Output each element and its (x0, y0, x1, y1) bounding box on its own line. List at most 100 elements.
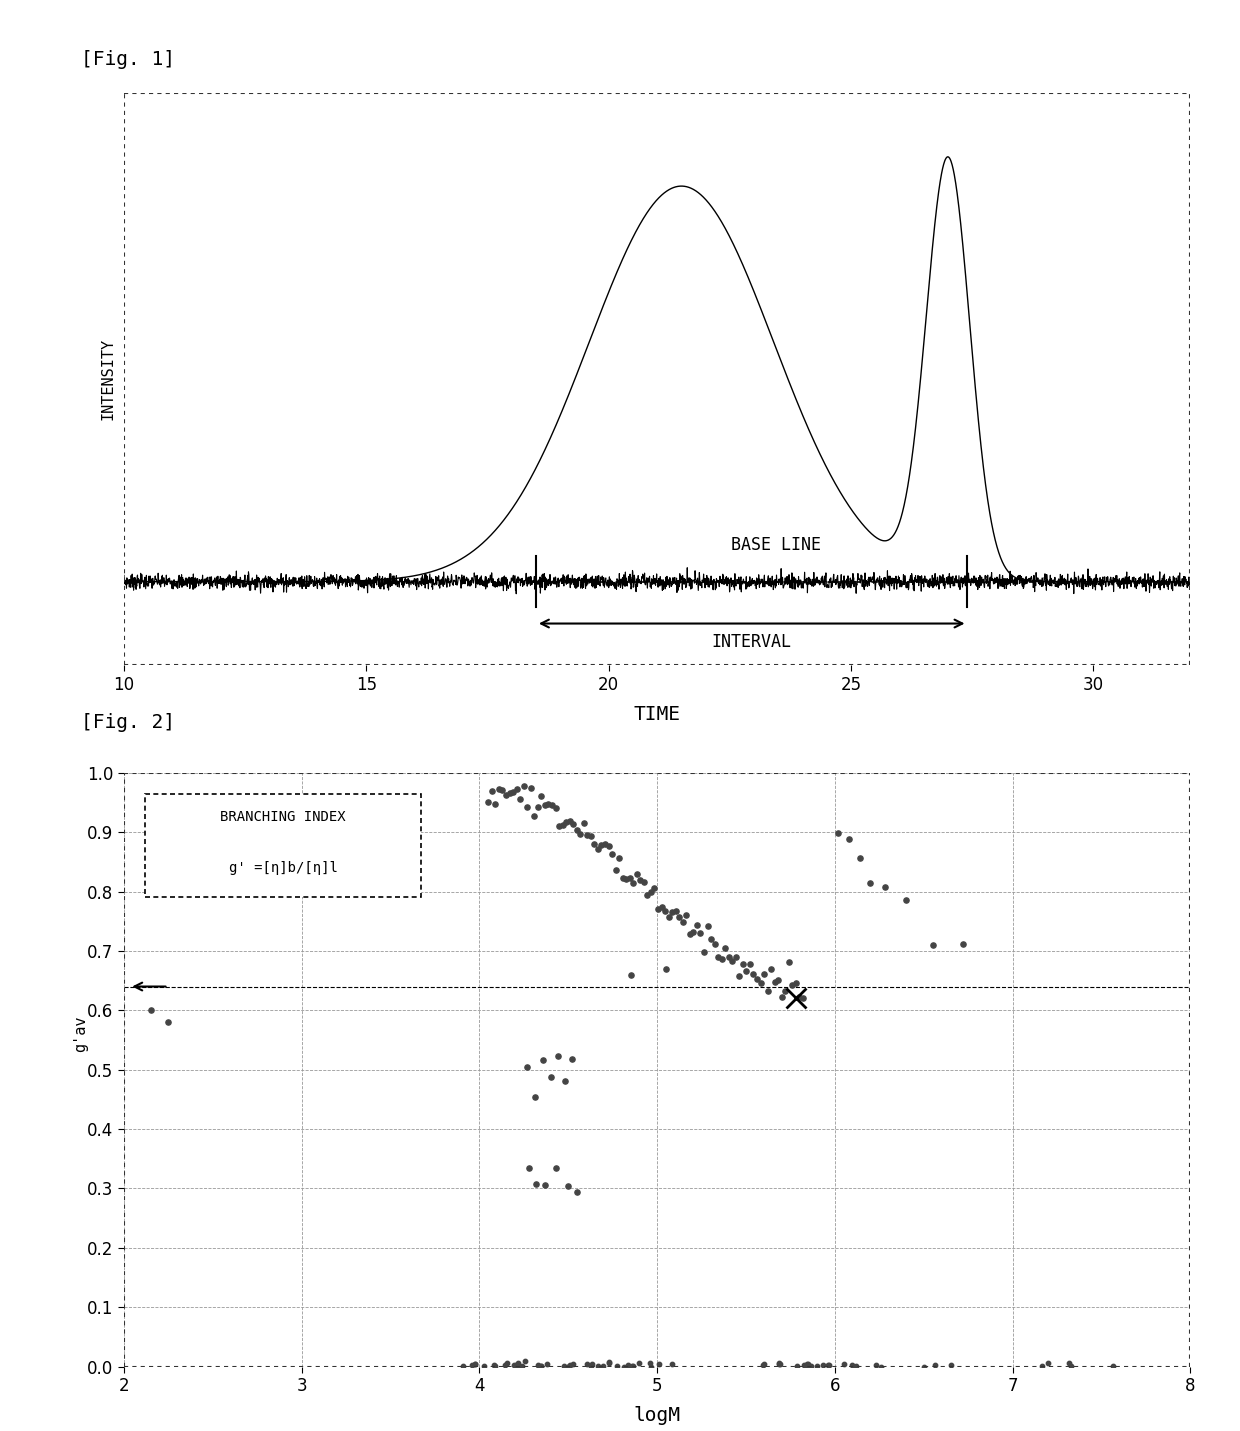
Point (737, 960, 756, 983)
Point (786, 972, 806, 995)
Point (687, 914, 707, 937)
Point (567, 819, 587, 841)
Y-axis label: INTENSITY: INTENSITY (100, 338, 115, 421)
Point (754, 1352, 774, 1375)
Point (790, 986, 810, 1009)
Point (941, 1354, 961, 1377)
Point (954, 933, 973, 956)
Point (787, 1355, 807, 1378)
Point (782, 973, 802, 996)
Point (532, 784, 552, 807)
Point (733, 953, 753, 976)
Point (620, 867, 640, 890)
Point (496, 784, 516, 807)
Point (510, 1355, 529, 1378)
Point (1104, 1355, 1123, 1378)
Point (627, 863, 647, 886)
Point (655, 899, 675, 922)
Point (497, 1351, 517, 1374)
Point (1032, 1355, 1052, 1378)
Point (649, 1352, 668, 1375)
Point (485, 1355, 505, 1378)
Point (846, 1355, 866, 1378)
Point (750, 972, 770, 995)
Point (691, 922, 711, 944)
Point (715, 936, 735, 959)
Point (486, 793, 506, 816)
Point (630, 869, 650, 892)
Point (536, 1173, 556, 1196)
Point (558, 1175, 578, 1198)
Point (532, 1355, 552, 1378)
Point (591, 834, 611, 857)
Point (797, 1352, 817, 1375)
Point (609, 847, 629, 870)
Point (670, 906, 689, 929)
Point (640, 1352, 660, 1375)
Point (538, 793, 558, 816)
Point (500, 781, 520, 804)
Point (769, 1352, 789, 1375)
Point (637, 884, 657, 907)
Point (482, 780, 502, 803)
X-axis label: logM: logM (634, 1407, 681, 1425)
Text: g'av: g'av (73, 1016, 88, 1052)
Point (694, 940, 714, 963)
Point (563, 1352, 583, 1375)
Point (546, 1156, 565, 1179)
Point (769, 1351, 789, 1374)
Point (474, 1354, 494, 1377)
Point (534, 794, 554, 817)
Point (775, 980, 795, 1003)
Point (754, 963, 774, 986)
Point (580, 824, 600, 847)
Point (588, 837, 608, 860)
Point (861, 871, 880, 894)
Point (770, 1352, 790, 1375)
Point (528, 1354, 548, 1377)
Point (753, 1354, 773, 1377)
Point (719, 946, 739, 969)
Point (744, 963, 764, 986)
Point (559, 1354, 579, 1377)
Point (740, 952, 760, 975)
Point (622, 1354, 642, 1377)
Point (801, 1355, 821, 1378)
Point (525, 1085, 544, 1108)
Point (463, 1354, 482, 1377)
Point (771, 985, 791, 1007)
Point (866, 1354, 885, 1377)
Point (599, 1352, 619, 1375)
Point (613, 867, 632, 890)
Point (725, 946, 745, 969)
Point (503, 780, 523, 803)
Point (729, 964, 749, 987)
Point (559, 1354, 579, 1377)
Point (835, 1352, 854, 1375)
Point (546, 797, 565, 820)
Point (839, 827, 859, 850)
Point (549, 814, 569, 837)
Point (520, 1156, 539, 1179)
Point (584, 833, 604, 856)
Point (582, 1355, 601, 1378)
Point (563, 811, 583, 834)
Point (634, 871, 653, 894)
Text: BRANCHING INDEX: BRANCHING INDEX (221, 810, 346, 824)
Point (140, 999, 160, 1022)
Point (465, 1352, 485, 1375)
Point (799, 1352, 818, 1375)
Point (541, 1066, 560, 1089)
Point (1059, 1351, 1079, 1374)
Point (599, 834, 619, 857)
Point (529, 1355, 549, 1378)
Point (1061, 1355, 1081, 1378)
Point (489, 778, 508, 801)
Point (765, 972, 785, 995)
Point (605, 859, 625, 881)
Point (484, 1354, 503, 1377)
Point (813, 1354, 833, 1377)
Point (159, 1010, 179, 1033)
Point (578, 1352, 598, 1375)
Point (849, 846, 869, 869)
